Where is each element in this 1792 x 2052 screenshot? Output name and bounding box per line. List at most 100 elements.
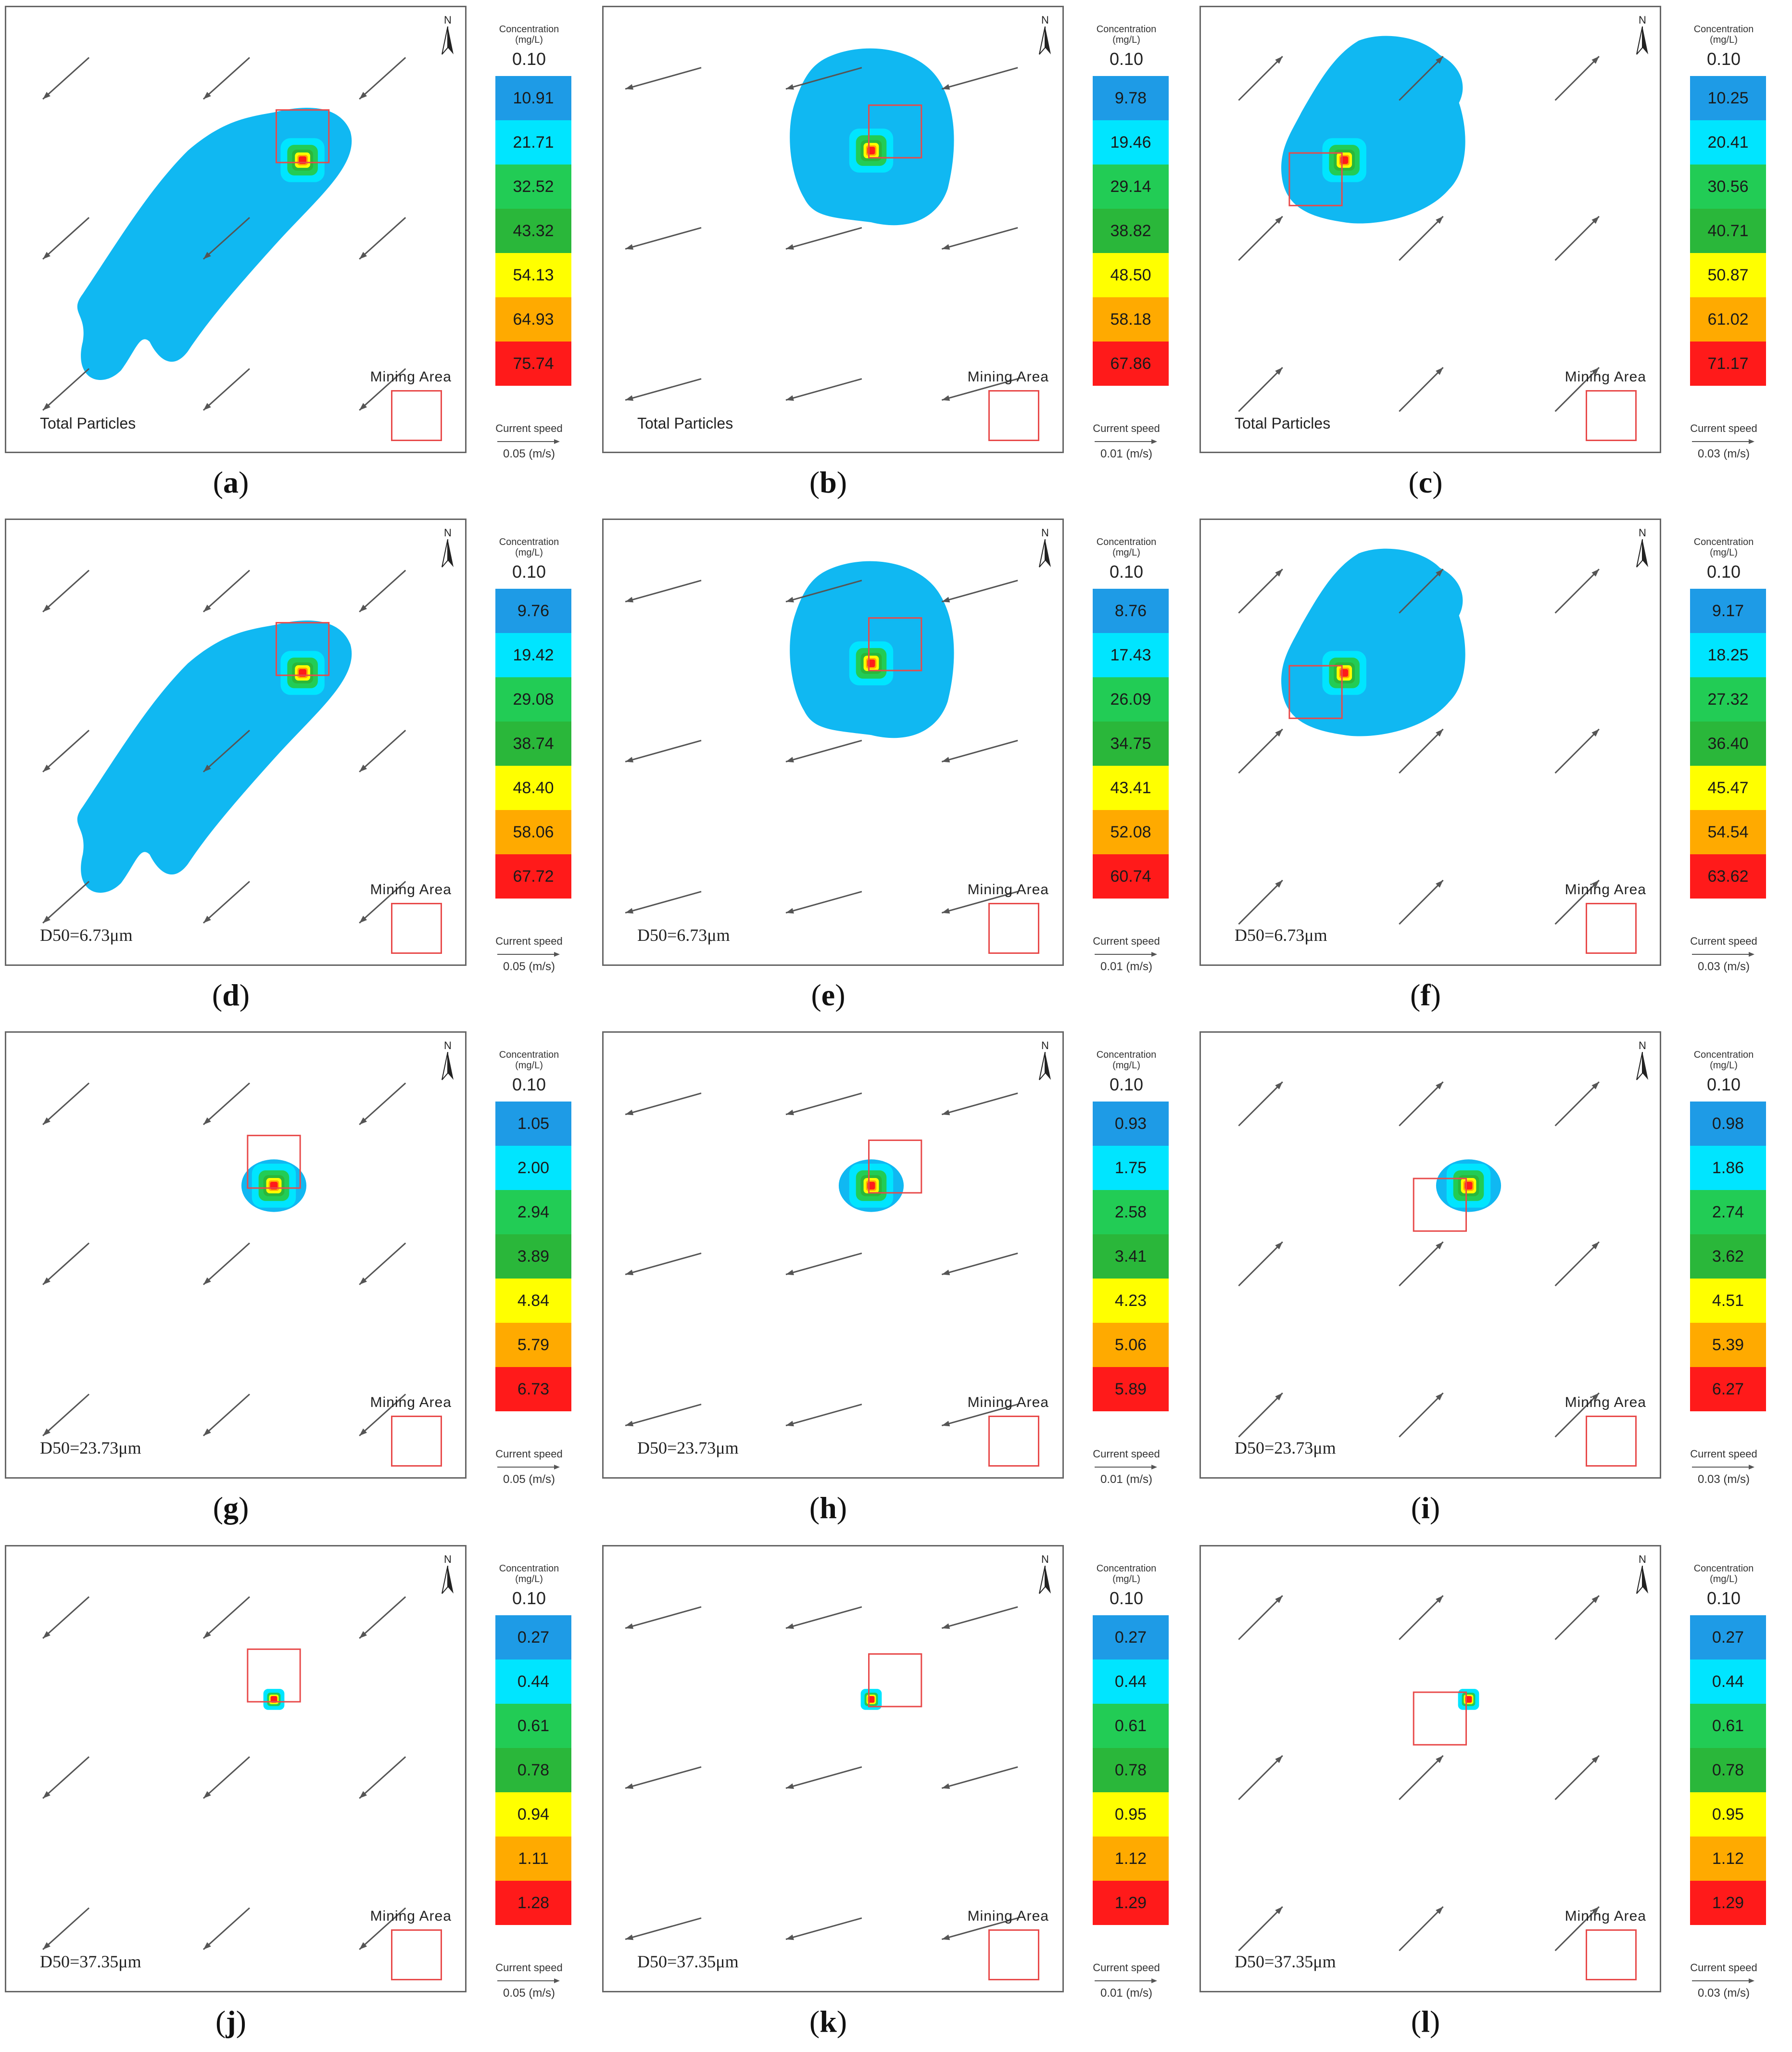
current-arrow-icon [941, 1606, 1018, 1629]
legend-title: Concentration (mg/L) [1693, 1563, 1754, 1584]
current-arrow-icon [1554, 215, 1600, 261]
concentration-legend: Concentration (mg/L) 0.10 0.98 1.86 2.74 3.62… [1680, 1050, 1767, 1511]
panel-j: N Mining Area D50=37.35μm Concentration (mg… [0, 1539, 597, 2052]
current-arrow-icon [1554, 367, 1600, 412]
current-arrow-icon [1554, 1595, 1600, 1640]
current-arrow-icon [42, 1596, 90, 1639]
mining-area-box [1586, 903, 1637, 954]
legend-swatch: 0.27 [495, 1615, 571, 1659]
legend-color-bar: 1.05 2.00 2.94 3.89 4.84 5.79 6.73 [495, 1102, 571, 1411]
legend-swatch: 2.58 [1093, 1190, 1169, 1234]
current-arrow-icon [625, 739, 702, 763]
north-arrow-icon: N [1632, 527, 1653, 575]
legend-color-bar: 0.98 1.86 2.74 3.62 4.51 5.39 6.27 [1690, 1102, 1766, 1411]
map-area: N Mining Area Total Particles [602, 6, 1064, 453]
legend-swatch: 0.94 [495, 1792, 571, 1837]
legend-swatch: 0.78 [1093, 1748, 1169, 1792]
legend-swatch: 20.41 [1690, 120, 1766, 165]
pollution-plume [263, 1689, 285, 1710]
legend-title: Concentration (mg/L) [499, 1050, 559, 1071]
panel-caption: (j) [215, 2004, 246, 2039]
plume-map [1238, 1081, 1600, 1438]
panel-scenario-label: Total Particles [1235, 415, 1331, 432]
current-arrow-icon [1399, 215, 1444, 261]
source-box [868, 104, 922, 159]
legend-swatch: 48.40 [495, 766, 571, 810]
legend-swatch: 43.32 [495, 209, 571, 253]
compass-glyph [1636, 26, 1648, 55]
current-arrow-icon [625, 67, 702, 90]
legend-swatch: 0.95 [1093, 1792, 1169, 1837]
panel-caption: (b) [809, 465, 847, 499]
mining-area-label: Mining Area [1565, 1908, 1646, 1924]
panel-d: N Mining Area D50=6.73μm Concentration (mg/… [0, 513, 597, 1026]
legend-title: Concentration (mg/L) [499, 24, 559, 45]
current-speed-value: 0.01 (m/s) [1100, 1473, 1153, 1486]
current-arrow-icon [202, 57, 250, 100]
mining-area-box [391, 1929, 442, 1980]
pollution-plume [838, 1159, 904, 1212]
mining-area-label: Mining Area [1565, 1394, 1646, 1410]
current-arrow-icon [42, 570, 90, 613]
compass-label: N [444, 1553, 452, 1565]
current-arrow-icon [785, 378, 862, 401]
legend-swatch: 75.74 [495, 342, 571, 386]
panel-caption-letter: d [222, 978, 240, 1012]
panel-scenario-label: D50=37.35μm [1235, 1952, 1336, 1971]
map-area: N Mining Area D50=37.35μm [1199, 1545, 1661, 1992]
map-area: N Mining Area D50=37.35μm [602, 1545, 1064, 1992]
legend-title: Concentration (mg/L) [499, 1563, 559, 1584]
legend-swatch: 19.46 [1093, 120, 1169, 165]
pollution-plume [790, 561, 954, 738]
legend-min-value: 0.10 [512, 1075, 546, 1094]
current-arrow-icon [359, 57, 406, 100]
pollution-plume [77, 107, 352, 380]
current-arrow-icon [1238, 879, 1283, 925]
current-arrow-icon [42, 881, 90, 924]
current-speed-label: Current speed [1690, 935, 1757, 947]
current-arrow-icon [359, 1756, 406, 1799]
compass-glyph [1636, 1566, 1648, 1594]
current-arrow-icon [202, 217, 250, 260]
panel-caption: (i) [1411, 1491, 1440, 1525]
compass-label: N [1639, 14, 1646, 26]
current-speed-value: 0.01 (m/s) [1100, 960, 1153, 973]
current-arrow-icon [1399, 1906, 1444, 1951]
current-arrow-icon [1238, 569, 1283, 614]
legend-swatch: 38.82 [1093, 209, 1169, 253]
mining-area-label: Mining Area [967, 1908, 1049, 1924]
plume-map [1238, 36, 1600, 412]
current-arrow-icon [1238, 1241, 1283, 1287]
legend-swatch: 9.76 [495, 589, 571, 633]
legend-swatch: 0.93 [1093, 1102, 1169, 1146]
panel-k: N Mining Area D50=37.35μm Concentration (mg… [597, 1539, 1195, 2052]
current-speed-value: 0.05 (m/s) [503, 447, 555, 460]
current-arrow-icon [202, 881, 250, 924]
current-speed-value: 0.03 (m/s) [1697, 960, 1750, 973]
legend-min-value: 0.10 [512, 562, 546, 582]
north-arrow-icon: N [437, 1553, 458, 1601]
current-arrow-icon [785, 1766, 862, 1789]
panel-caption-letter: g [223, 1491, 239, 1525]
speed-scale-arrow-icon [497, 1978, 560, 1983]
current-speed-label: Current speed [1093, 1448, 1160, 1460]
compass-glyph [1039, 26, 1051, 55]
legend-swatch: 67.86 [1093, 342, 1169, 386]
legend-swatch: 45.47 [1690, 766, 1766, 810]
mining-area-box [988, 390, 1039, 441]
legend-swatch: 27.32 [1690, 677, 1766, 722]
panel-caption: (f) [1410, 978, 1441, 1012]
legend-swatch: 1.29 [1690, 1881, 1766, 1925]
legend-swatch: 8.76 [1093, 589, 1169, 633]
current-arrow-icon [785, 227, 862, 250]
current-arrow-icon [1399, 1755, 1444, 1800]
current-arrow-icon [941, 580, 1018, 603]
panel-caption-letter: i [1421, 1491, 1430, 1525]
legend-title: Concentration (mg/L) [1693, 537, 1754, 558]
panel-caption-letter: b [820, 465, 837, 499]
current-arrow-icon [785, 580, 862, 603]
pollution-plume [1281, 36, 1465, 224]
current-arrow-icon [1554, 879, 1600, 925]
current-speed-label: Current speed [495, 935, 563, 947]
compass-label: N [444, 14, 452, 26]
